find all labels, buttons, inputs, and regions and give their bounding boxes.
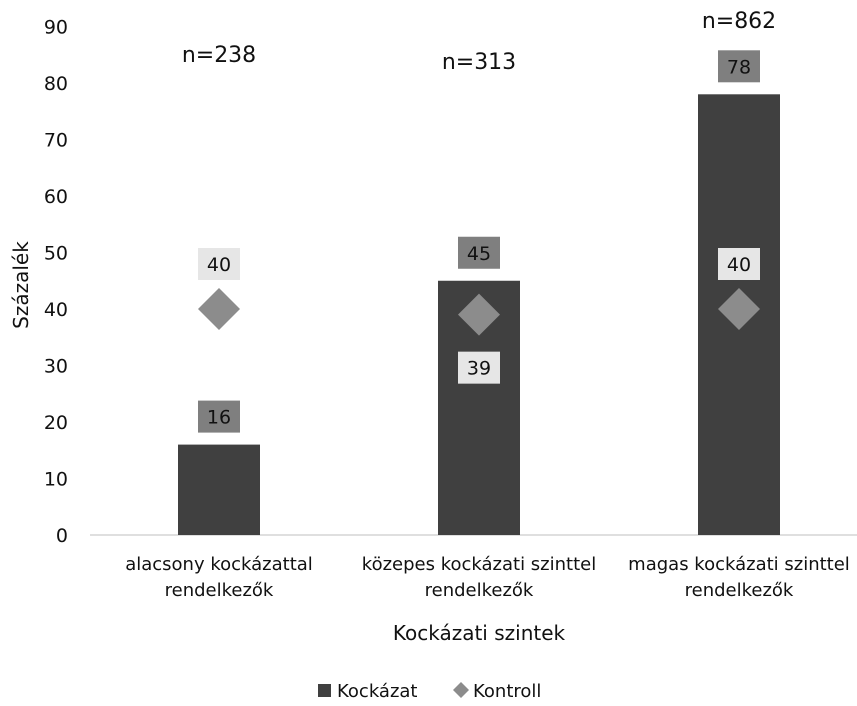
data-label-kontroll-box [458, 351, 500, 384]
sample-size-label: n=313 [442, 50, 516, 75]
data-label-kontroll: 40 [198, 248, 240, 280]
legend-label-kontroll: Kontroll [473, 681, 541, 702]
marker-kontroll [718, 288, 760, 330]
legend-swatch-kontroll [453, 682, 469, 698]
y-tick-label: 80 [44, 73, 68, 95]
x-tick-label: rendelkezők [685, 580, 794, 601]
data-labels: 16 40 45 39 78 40 [198, 50, 760, 433]
legend-label-kockazat: Kockázat [337, 681, 418, 702]
sample-size-labels: n=238 n=313 n=862 [182, 9, 776, 75]
x-tick-label: alacsony kockázattal [125, 554, 313, 575]
x-axis-title: Kockázati szintek [393, 621, 566, 645]
data-label-kontroll-text: 40 [207, 254, 231, 276]
data-label-kockazat-box [458, 236, 500, 269]
y-tick-label: 90 [44, 17, 68, 39]
y-tick-label: 0 [56, 525, 68, 547]
data-label-kontroll-box [718, 248, 760, 280]
legend: Kockázat Kontroll [318, 681, 541, 702]
y-tick-label: 70 [44, 130, 68, 152]
data-label-kockazat-text: 78 [727, 56, 751, 78]
data-label-kockazat: 78 [718, 50, 760, 83]
marker-kontroll [458, 293, 500, 336]
legend-swatch-kockazat [318, 684, 331, 697]
data-label-kockazat-box [718, 50, 760, 83]
x-tick-label: magas kockázati szinttel [628, 554, 850, 575]
data-label-kockazat-text: 45 [467, 243, 491, 265]
y-tick-label: 30 [44, 356, 68, 378]
x-axis-ticks: alacsony kockázattal rendelkezők közepes k… [125, 554, 850, 601]
marker-kontroll [198, 288, 240, 330]
data-label-kockazat-text: 16 [207, 407, 231, 429]
data-label-kockazat: 16 [198, 400, 240, 433]
y-tick-label: 40 [44, 299, 68, 321]
y-axis-title: Százalék [9, 241, 33, 329]
data-label-kockazat-box [198, 400, 240, 433]
y-tick-label: 10 [44, 469, 68, 491]
sample-size-label: n=238 [182, 43, 256, 68]
data-label-kontroll-text: 40 [727, 254, 751, 276]
bar-kockazat [178, 444, 260, 535]
marker-series-kontroll [198, 288, 760, 336]
data-label-kockazat: 45 [458, 236, 500, 269]
y-tick-label: 60 [44, 186, 68, 208]
data-label-kontroll: 40 [718, 248, 760, 280]
x-tick-label: rendelkezők [165, 580, 274, 601]
data-label-kontroll: 39 [458, 351, 500, 384]
data-label-kontroll-text: 39 [467, 358, 491, 380]
data-label-kontroll-box [198, 248, 240, 280]
x-tick-label: rendelkezők [425, 580, 534, 601]
y-axis: 0 10 20 30 40 50 60 70 80 90 [44, 17, 68, 548]
y-tick-label: 20 [44, 412, 68, 434]
x-tick-label: közepes kockázati szinttel [362, 554, 596, 575]
y-tick-label: 50 [44, 243, 68, 265]
sample-size-label: n=862 [702, 9, 776, 34]
